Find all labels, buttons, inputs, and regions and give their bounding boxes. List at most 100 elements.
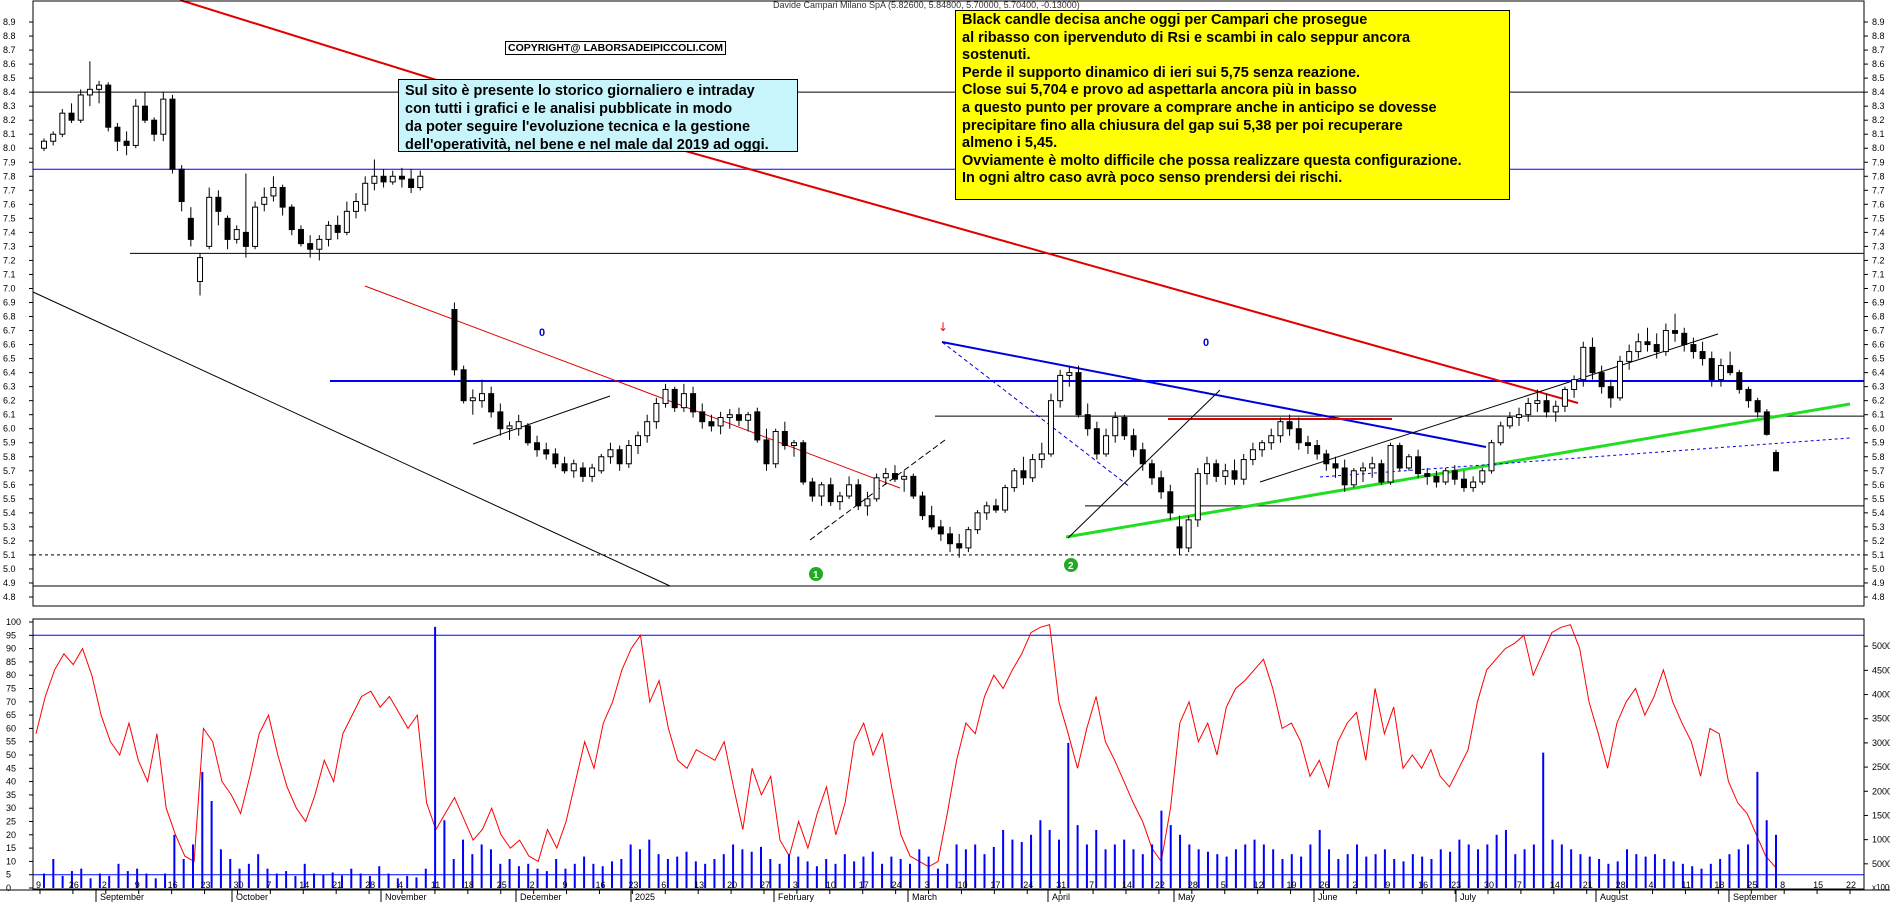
candle-body — [1378, 463, 1385, 483]
x-day-label: 25 — [497, 880, 507, 890]
candle-body — [1516, 414, 1523, 418]
marker-circle-1-icon — [809, 567, 823, 581]
candle-body — [325, 224, 332, 240]
price-tick-label: 8.4 — [3, 87, 16, 97]
price-tick-label: 5.2 — [1872, 536, 1885, 546]
price-tick-label: 6.8 — [1872, 312, 1885, 322]
candle-body — [607, 449, 614, 458]
candle-body — [579, 467, 586, 477]
price-tick-label: 6.3 — [1872, 382, 1885, 392]
candle-body — [1552, 405, 1559, 413]
candle-body — [1029, 459, 1036, 479]
candle-body — [882, 473, 889, 479]
candle-body — [570, 463, 577, 472]
candle-body — [59, 112, 66, 135]
rsi-tick-label: 30 — [6, 803, 16, 813]
markers-layer: ↓ 0 0 1 2 — [539, 320, 1209, 581]
candle-body — [1589, 346, 1596, 374]
x-day-label: 16 — [1418, 880, 1428, 890]
candle-body — [297, 229, 304, 245]
x-day-label: 3 — [793, 880, 798, 890]
price-tick-label: 5.0 — [3, 564, 16, 574]
x-day-label: 22 — [1846, 880, 1856, 890]
candle-body — [50, 133, 57, 142]
candle-body — [380, 175, 387, 183]
x-day-label: 15 — [1813, 880, 1823, 890]
candle-body — [242, 231, 249, 247]
candle-body — [1020, 470, 1027, 479]
candle-body — [1350, 470, 1357, 486]
price-tick-label: 8.0 — [3, 143, 16, 153]
x-day-label: 9 — [1385, 880, 1390, 890]
candle-body — [873, 477, 880, 500]
indicator-pane-frame — [32, 618, 1865, 890]
x-day-label: 28 — [1188, 880, 1198, 890]
price-tick-label: 4.9 — [1872, 578, 1885, 588]
price-tick-label: 5.6 — [3, 480, 16, 490]
candle-body — [478, 393, 485, 402]
rsi-tick-label: 50 — [6, 750, 16, 760]
marker-circle-2-label: 2 — [1068, 561, 1074, 572]
price-tick-label: 6.6 — [3, 340, 16, 350]
candle-body — [169, 98, 176, 170]
candle-body — [1075, 372, 1082, 416]
price-tick-label: 5.3 — [1872, 522, 1885, 532]
rsi-tick-label: 55 — [6, 737, 16, 747]
candle-body — [178, 168, 185, 203]
chart-title: Davide Campari Milano SpA (5.82600, 5.84… — [773, 0, 1080, 10]
volume-tick-label: 5000 — [1872, 859, 1890, 869]
price-tick-label: 5.5 — [1872, 494, 1885, 504]
price-tick-label: 7.1 — [1872, 269, 1885, 279]
candle-body — [1148, 463, 1155, 479]
candle-body — [68, 112, 75, 121]
rsi-tick-label: 5 — [6, 870, 11, 880]
candle-body — [644, 421, 651, 437]
candle-body — [1717, 365, 1724, 381]
price-tick-label: 7.6 — [3, 199, 16, 209]
note-left-line: dell'operatività, nel bene e nel male da… — [405, 137, 769, 153]
price-tick-label: 4.8 — [3, 592, 16, 602]
rsi-layer — [35, 624, 1776, 868]
x-day-label: 25 — [1747, 880, 1757, 890]
price-tick-label: 7.2 — [1872, 255, 1885, 265]
candle-body — [763, 439, 770, 465]
candle-body — [561, 463, 568, 472]
price-tick-label: 6.6 — [1872, 340, 1885, 350]
red-down-arrow-icon: ↓ — [938, 320, 948, 334]
candle-body — [781, 431, 788, 447]
rsi-tick-label: 65 — [6, 710, 16, 720]
price-tick-label: 6.4 — [3, 368, 16, 378]
x-month-label: February — [778, 892, 815, 902]
candle-body — [515, 421, 522, 430]
candle-body — [662, 388, 669, 404]
trend-line — [1065, 402, 1851, 539]
candle-body — [353, 201, 360, 212]
drawn-lines-layer — [32, 0, 1851, 587]
candle-body — [1323, 453, 1330, 465]
candle-body — [589, 467, 596, 477]
note-right-line: Ovviamente è molto difficile che possa r… — [962, 152, 1462, 169]
price-tick-label: 6.2 — [3, 396, 16, 406]
x-day-label: 13 — [694, 880, 704, 890]
candle-body — [1736, 372, 1743, 390]
candle-body — [1240, 459, 1247, 480]
price-tick-label: 6.1 — [3, 410, 16, 420]
candle-body — [919, 495, 926, 517]
rsi-tick-label: 100 — [6, 617, 21, 627]
price-tick-label: 6.1 — [1872, 410, 1885, 420]
price-tick-label: 5.5 — [3, 494, 16, 504]
marker-circle-1-label: 1 — [813, 570, 819, 581]
candle-body — [717, 416, 724, 427]
candle-body — [635, 435, 641, 447]
x-day-label: 17 — [990, 880, 1000, 890]
candle-body — [791, 442, 798, 447]
candle-body — [77, 94, 84, 121]
candle-body — [616, 449, 623, 465]
price-tick-label: 7.9 — [1872, 157, 1885, 167]
candle-body — [1662, 330, 1669, 353]
candle-body — [1488, 442, 1495, 472]
trend-line — [941, 341, 1487, 448]
candle-body — [1708, 358, 1715, 381]
candle-body — [1222, 470, 1229, 477]
price-tick-label: 7.7 — [1872, 185, 1885, 195]
